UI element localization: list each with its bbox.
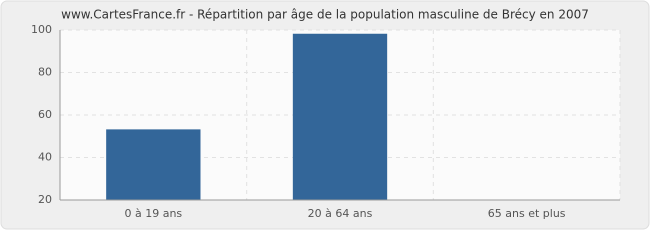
y-tick-label: 80 [38,66,52,79]
y-tick-label: 40 [38,151,52,164]
x-tick-label: 20 à 64 ans [308,207,373,220]
chart-title: www.CartesFrance.fr - Répartition par âg… [61,8,589,22]
x-tick-label: 65 ans et plus [488,207,566,220]
y-tick-label: 100 [31,23,52,36]
bar [292,33,388,201]
chart: www.CartesFrance.fr - Répartition par âg… [0,0,650,230]
x-tick-label: 0 à 19 ans [124,207,182,220]
y-tick-label: 20 [38,193,52,206]
y-tick-label: 60 [38,108,52,121]
bar [106,129,201,201]
